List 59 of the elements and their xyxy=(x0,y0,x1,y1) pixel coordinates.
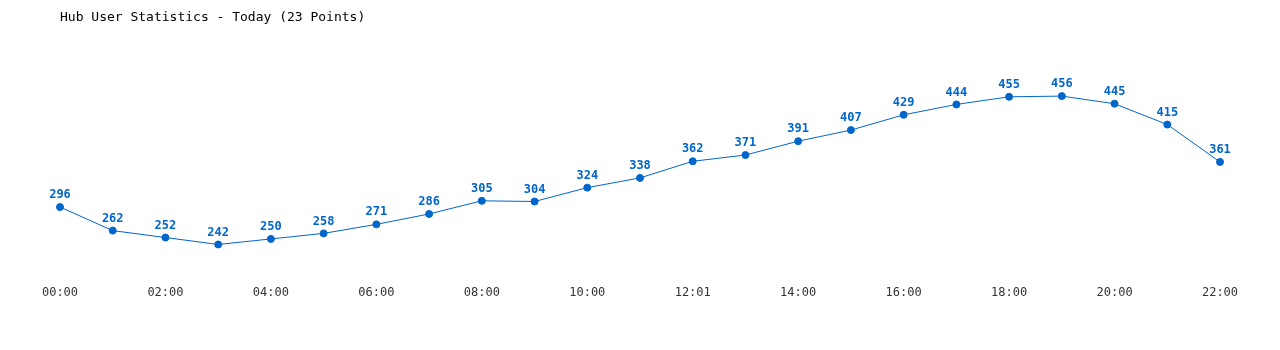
point xyxy=(161,233,170,242)
data-label: 407 xyxy=(840,110,862,125)
point xyxy=(899,110,908,119)
point xyxy=(1216,157,1224,166)
x-tick-label: 20:00 xyxy=(1096,284,1133,299)
point xyxy=(1163,120,1172,129)
data-label: 391 xyxy=(787,121,810,136)
point xyxy=(477,196,486,205)
data-label: 455 xyxy=(998,76,1020,91)
point xyxy=(688,157,697,166)
point xyxy=(214,240,223,249)
point xyxy=(741,151,750,160)
data-label: 305 xyxy=(470,180,493,195)
point xyxy=(1110,99,1119,108)
x-tick-label: 00:00 xyxy=(41,284,79,299)
data-label: 252 xyxy=(154,217,177,232)
data-label: 262 xyxy=(101,210,124,225)
point xyxy=(1005,92,1014,101)
point xyxy=(1057,92,1066,101)
x-tick-label: 04:00 xyxy=(252,284,289,299)
data-label: 445 xyxy=(1103,83,1126,98)
x-tick-label: 02:00 xyxy=(147,284,184,299)
data-label: 242 xyxy=(207,224,230,239)
data-label: 296 xyxy=(49,187,71,202)
x-tick-label: 06:00 xyxy=(358,284,395,299)
data-label: 456 xyxy=(1050,76,1073,91)
point xyxy=(636,173,644,182)
data-label: 271 xyxy=(365,204,388,219)
x-tick-label: 08:00 xyxy=(463,284,500,299)
data-label: 286 xyxy=(418,194,440,209)
data-label: 371 xyxy=(734,135,757,150)
point xyxy=(530,197,539,206)
chart-title: Hub User Statistics - Today (23 Points) xyxy=(60,9,366,25)
data-label: 258 xyxy=(312,213,335,228)
point xyxy=(583,183,592,192)
point xyxy=(952,100,961,109)
x-tick-label: 18:00 xyxy=(991,284,1028,299)
x-tick-label: 12:01 xyxy=(674,284,711,299)
data-label: 304 xyxy=(523,181,546,196)
point xyxy=(372,220,381,229)
point xyxy=(846,126,855,135)
point xyxy=(108,226,117,235)
data-label: 324 xyxy=(576,167,599,182)
data-label: 361 xyxy=(1209,142,1231,157)
point xyxy=(425,209,434,218)
x-tick-label: 22:00 xyxy=(1201,284,1239,299)
point xyxy=(794,137,803,146)
data-label: 338 xyxy=(629,158,651,173)
data-label: 415 xyxy=(1156,104,1179,119)
data-label: 429 xyxy=(892,94,915,109)
point xyxy=(56,203,64,212)
x-tick-label: 10:00 xyxy=(569,284,606,299)
data-label: 444 xyxy=(945,84,968,99)
point xyxy=(266,234,275,243)
data-label: 362 xyxy=(681,141,704,156)
x-tick-label: 14:00 xyxy=(780,284,817,299)
x-tick-label: 16:00 xyxy=(885,284,922,299)
data-label: 250 xyxy=(260,219,282,234)
point xyxy=(319,229,328,238)
